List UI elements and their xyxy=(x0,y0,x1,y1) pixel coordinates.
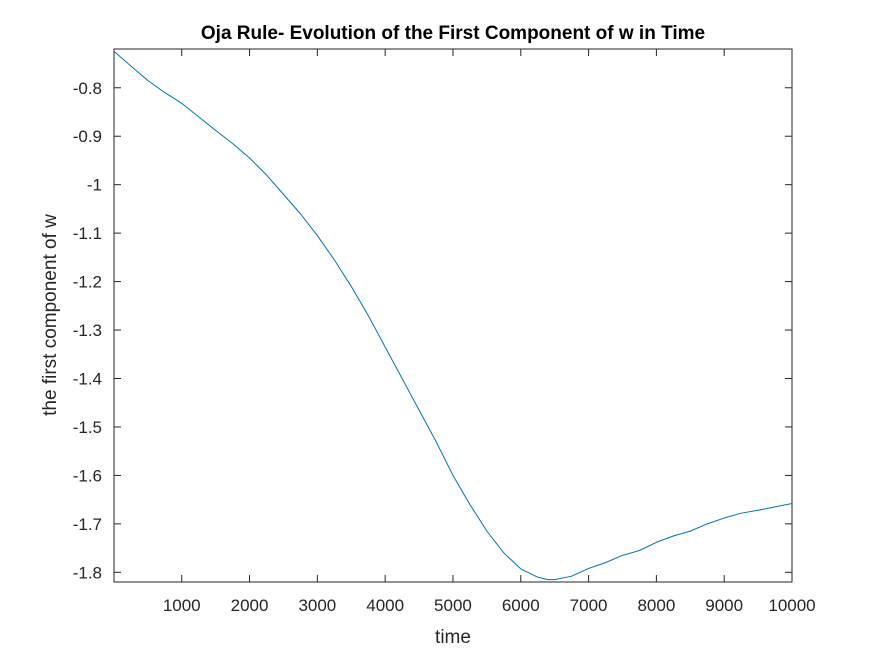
y-tick-label: -1.6 xyxy=(73,466,102,485)
x-tick-label: 7000 xyxy=(570,596,608,615)
y-tick-label: -1.7 xyxy=(73,515,102,534)
x-tick-label: 10000 xyxy=(768,596,815,615)
x-axis: 1000 2000 3000 4000 5000 6000 7000 8000 9000 1000… xyxy=(163,49,816,615)
y-tick-label: -1.4 xyxy=(73,369,102,388)
series-line xyxy=(113,51,793,581)
y-tick-label: -1.3 xyxy=(73,321,102,340)
x-tick-label: 8000 xyxy=(637,596,675,615)
y-tick-label: -0.8 xyxy=(73,79,102,98)
x-tick-label: 3000 xyxy=(298,596,336,615)
x-tick-label: 1000 xyxy=(163,596,201,615)
axes-box xyxy=(113,48,793,583)
chart-title: Oja Rule- Evolution of the First Compone… xyxy=(201,23,705,44)
x-tick-label: 5000 xyxy=(434,596,472,615)
y-tick-label: -1.2 xyxy=(73,273,102,292)
plot-area: 1000 2000 3000 4000 5000 6000 7000 8000 9000 1000… xyxy=(73,48,816,615)
x-tick-label: 2000 xyxy=(231,596,269,615)
y-axis-label: the first component of w xyxy=(40,214,61,416)
x-axis-label: time xyxy=(435,627,471,648)
y-tick-label: -0.9 xyxy=(73,127,102,146)
x-tick-label: 9000 xyxy=(705,596,743,615)
x-tick-label: 4000 xyxy=(366,596,404,615)
x-tick-label: 6000 xyxy=(502,596,540,615)
y-tick-label: -1.8 xyxy=(73,563,102,582)
y-axis: -0.8 -0.9 -1 -1.1 -1.2 -1.3 -1.4 -1.5 -1.6 -1.7 -1… xyxy=(73,79,792,582)
y-tick-label: -1.1 xyxy=(73,224,102,243)
y-tick-label: -1 xyxy=(87,176,102,195)
y-tick-label: -1.5 xyxy=(73,418,102,437)
